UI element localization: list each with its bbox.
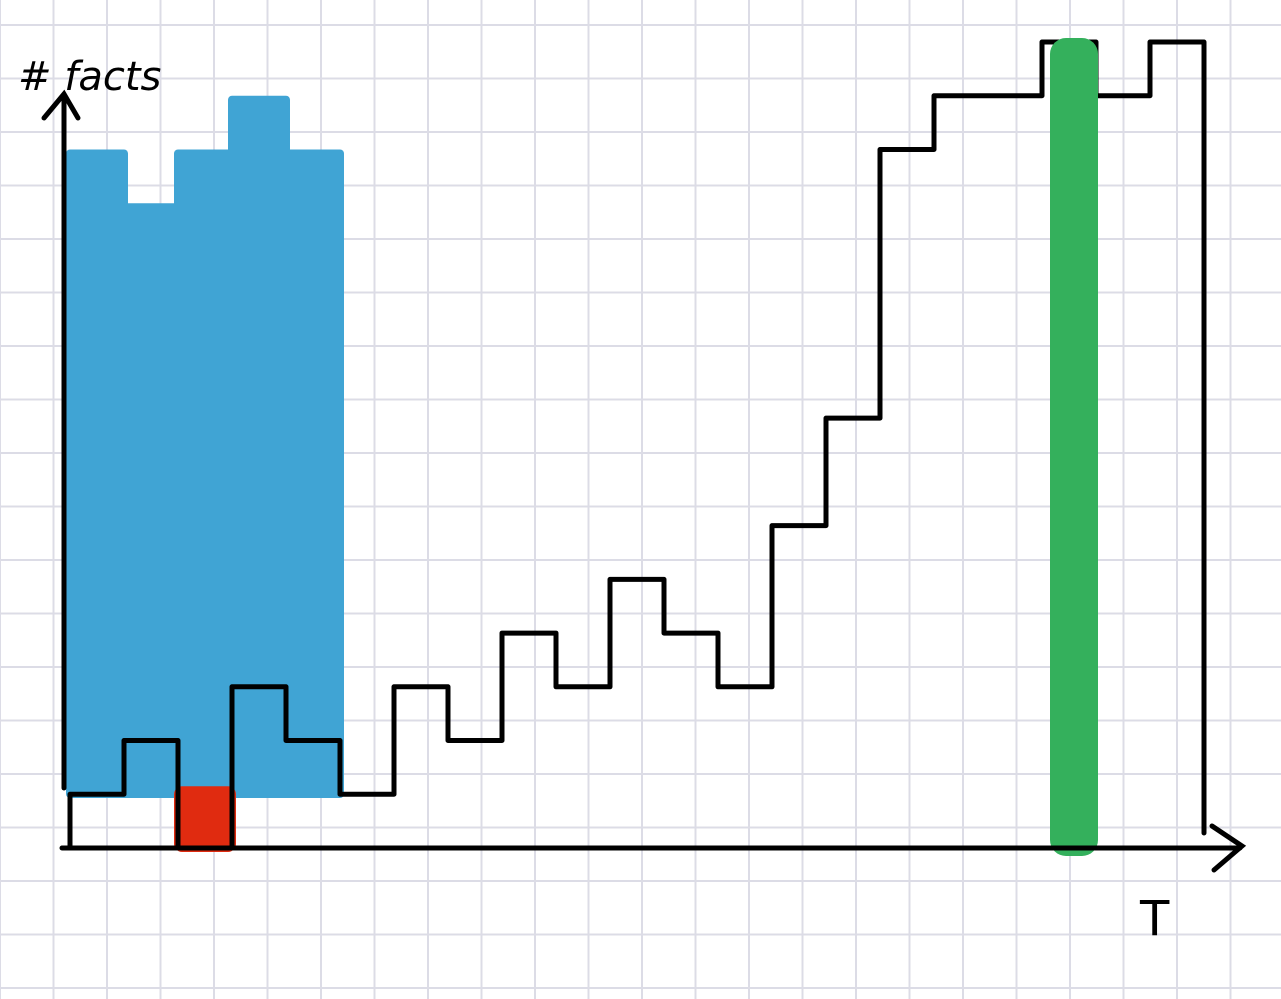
green-bar xyxy=(1050,38,1098,856)
y-axis-label: # facts xyxy=(18,54,161,100)
x-axis-label: T xyxy=(1139,891,1170,947)
step-outline xyxy=(67,39,1207,851)
x-axis-arrow xyxy=(1209,823,1247,873)
green-highlight-bar xyxy=(1050,38,1098,856)
blue-region-bar xyxy=(282,149,344,798)
axes xyxy=(41,89,1247,873)
red-highlight-bar xyxy=(174,786,236,852)
step-series-line xyxy=(67,39,1207,851)
blue-region-bar xyxy=(66,149,128,798)
blue-region-bar xyxy=(228,95,290,798)
blue-region-bar xyxy=(174,149,236,798)
red-bar xyxy=(174,786,236,852)
blue-region-bar xyxy=(120,203,182,798)
y-axis-arrow xyxy=(41,89,81,121)
blue-highlight-region xyxy=(66,95,344,798)
